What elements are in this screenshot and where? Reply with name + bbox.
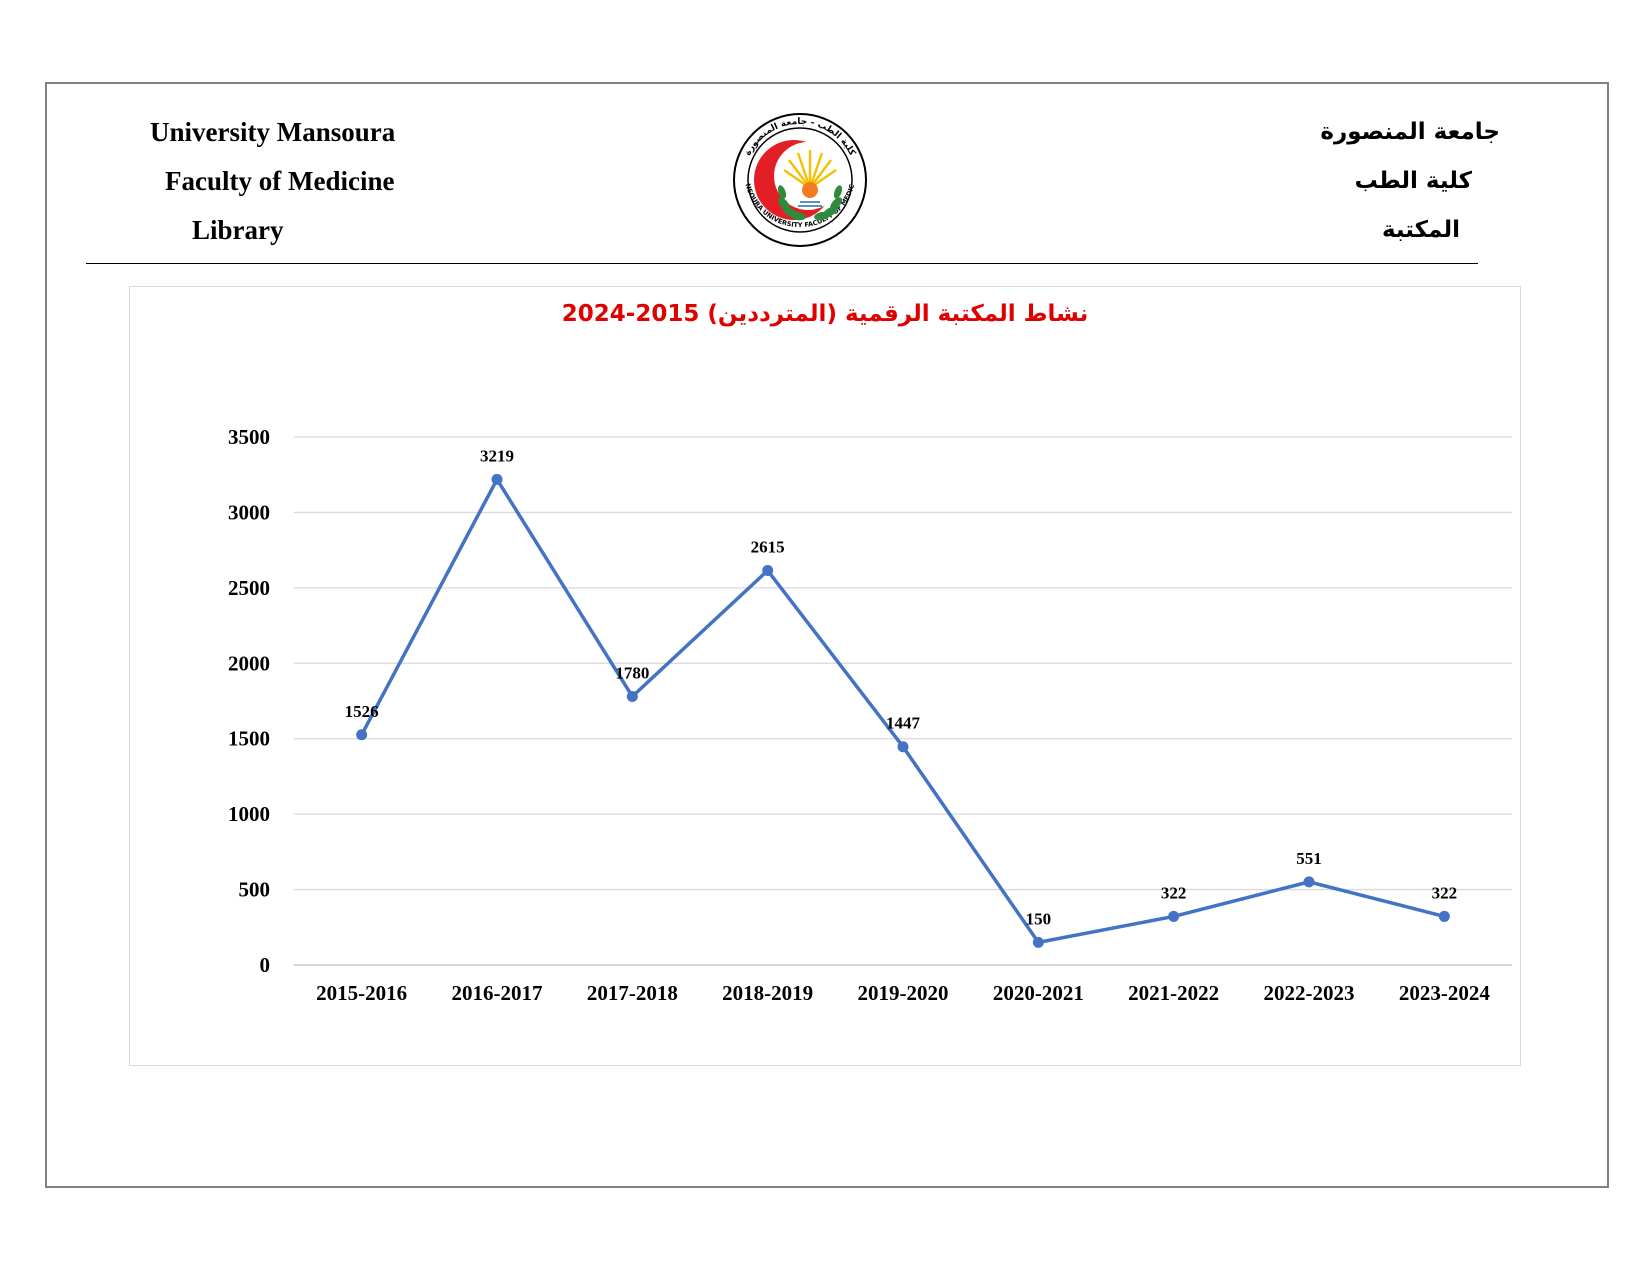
data-point xyxy=(897,741,909,753)
university-name-ar: جامعة المنصورة xyxy=(1320,119,1500,145)
university-name-en: University Mansoura xyxy=(150,117,396,147)
chart-title: نشاط المكتبة الرقمية (المترددين) 2015-20… xyxy=(561,301,1089,327)
library-name-en: Library xyxy=(192,215,284,245)
data-label: 1447 xyxy=(886,714,921,733)
data-label: 2615 xyxy=(751,538,785,557)
series-line-layer xyxy=(360,477,1445,945)
data-label: 551 xyxy=(1296,849,1322,868)
data-label: 322 xyxy=(1432,883,1458,902)
header-english: University Mansoura Faculty of Medicine … xyxy=(150,108,415,255)
x-tick-label: 2020-2021 xyxy=(993,981,1084,1005)
y-tick-label: 1000 xyxy=(228,802,270,826)
x-axis-ticks: 2015-2016 2016-2017 2017-2018 2018-2019 2019… xyxy=(316,981,1490,1005)
x-tick-label: 2021-2022 xyxy=(1128,981,1219,1005)
data-label: 150 xyxy=(1026,909,1052,928)
y-tick-label: 500 xyxy=(239,878,271,902)
x-tick-label: 2018-2019 xyxy=(722,981,813,1005)
data-point xyxy=(1168,910,1180,922)
data-point xyxy=(762,565,774,577)
series-line xyxy=(360,477,1445,945)
header-divider xyxy=(86,263,1478,264)
y-tick-label: 2000 xyxy=(228,651,270,675)
x-tick-label: 2019-2020 xyxy=(858,981,949,1005)
x-tick-label: 2015-2016 xyxy=(316,981,407,1005)
x-tick-label: 2017-2018 xyxy=(587,981,678,1005)
data-label: 1780 xyxy=(615,663,649,682)
data-label: 1526 xyxy=(345,702,379,721)
data-point xyxy=(491,473,503,485)
data-point xyxy=(626,690,638,702)
y-tick-label: 3500 xyxy=(228,425,270,449)
page-frame xyxy=(45,82,1609,1188)
y-tick-label: 3000 xyxy=(228,500,270,524)
gridlines xyxy=(294,436,1512,966)
y-tick-label: 0 xyxy=(260,953,271,977)
data-label: 322 xyxy=(1161,883,1187,902)
faculty-name-en: Faculty of Medicine xyxy=(165,166,395,196)
x-tick-label: 2022-2023 xyxy=(1264,981,1355,1005)
faculty-name-ar: كلية الطب xyxy=(1354,168,1472,194)
data-labels: 1526 3219 1780 2615 1447 150 322 551 322 xyxy=(345,446,1457,928)
university-seal-icon: كلية الطب - جامعة المنصورة MANSOURA UNIV… xyxy=(732,112,867,247)
y-axis-ticks: 0 500 1000 1500 2000 2500 3000 3500 xyxy=(228,425,270,977)
data-point xyxy=(356,729,368,741)
header-arabic: جامعة المنصورة كلية الطب المكتبة xyxy=(1240,108,1500,255)
y-tick-label: 1500 xyxy=(228,727,270,751)
data-point xyxy=(1438,910,1450,922)
data-label: 3219 xyxy=(480,446,514,465)
data-point xyxy=(1303,876,1315,888)
data-points xyxy=(356,473,1450,948)
x-tick-label: 2023-2024 xyxy=(1399,981,1490,1005)
y-tick-label: 2500 xyxy=(228,576,270,600)
chart-container: نشاط المكتبة الرقمية (المترددين) 2015-20… xyxy=(129,286,1521,1066)
x-tick-label: 2016-2017 xyxy=(452,981,543,1005)
library-name-ar: المكتبة xyxy=(1381,217,1460,243)
data-point xyxy=(1032,936,1044,948)
